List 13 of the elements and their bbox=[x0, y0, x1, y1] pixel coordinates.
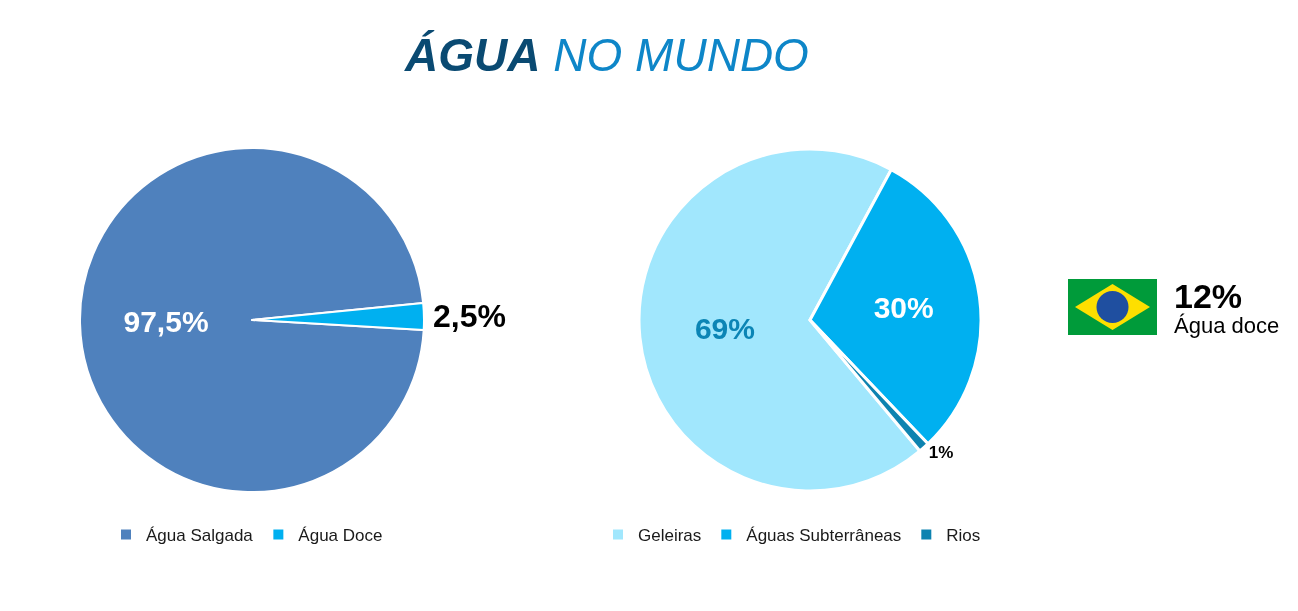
data-label: 97,5% bbox=[123, 305, 209, 339]
data-label: 30% bbox=[873, 291, 934, 324]
data-label: 2,5% bbox=[432, 298, 506, 335]
legend-label: Água Doce bbox=[298, 526, 383, 546]
text: Água doce bbox=[1174, 313, 1280, 338]
pie-slice bbox=[79, 147, 425, 493]
text: ÁGUA NO MUNDO bbox=[404, 29, 809, 82]
legend-label: Rios bbox=[946, 526, 981, 546]
legend-label: Geleiras bbox=[638, 526, 702, 546]
data-label: 69% bbox=[694, 312, 755, 346]
legend-label: Águas Subterrâneas bbox=[746, 526, 902, 546]
legend-label: Água Salgada bbox=[146, 526, 254, 546]
data-label: 1% bbox=[928, 443, 954, 463]
